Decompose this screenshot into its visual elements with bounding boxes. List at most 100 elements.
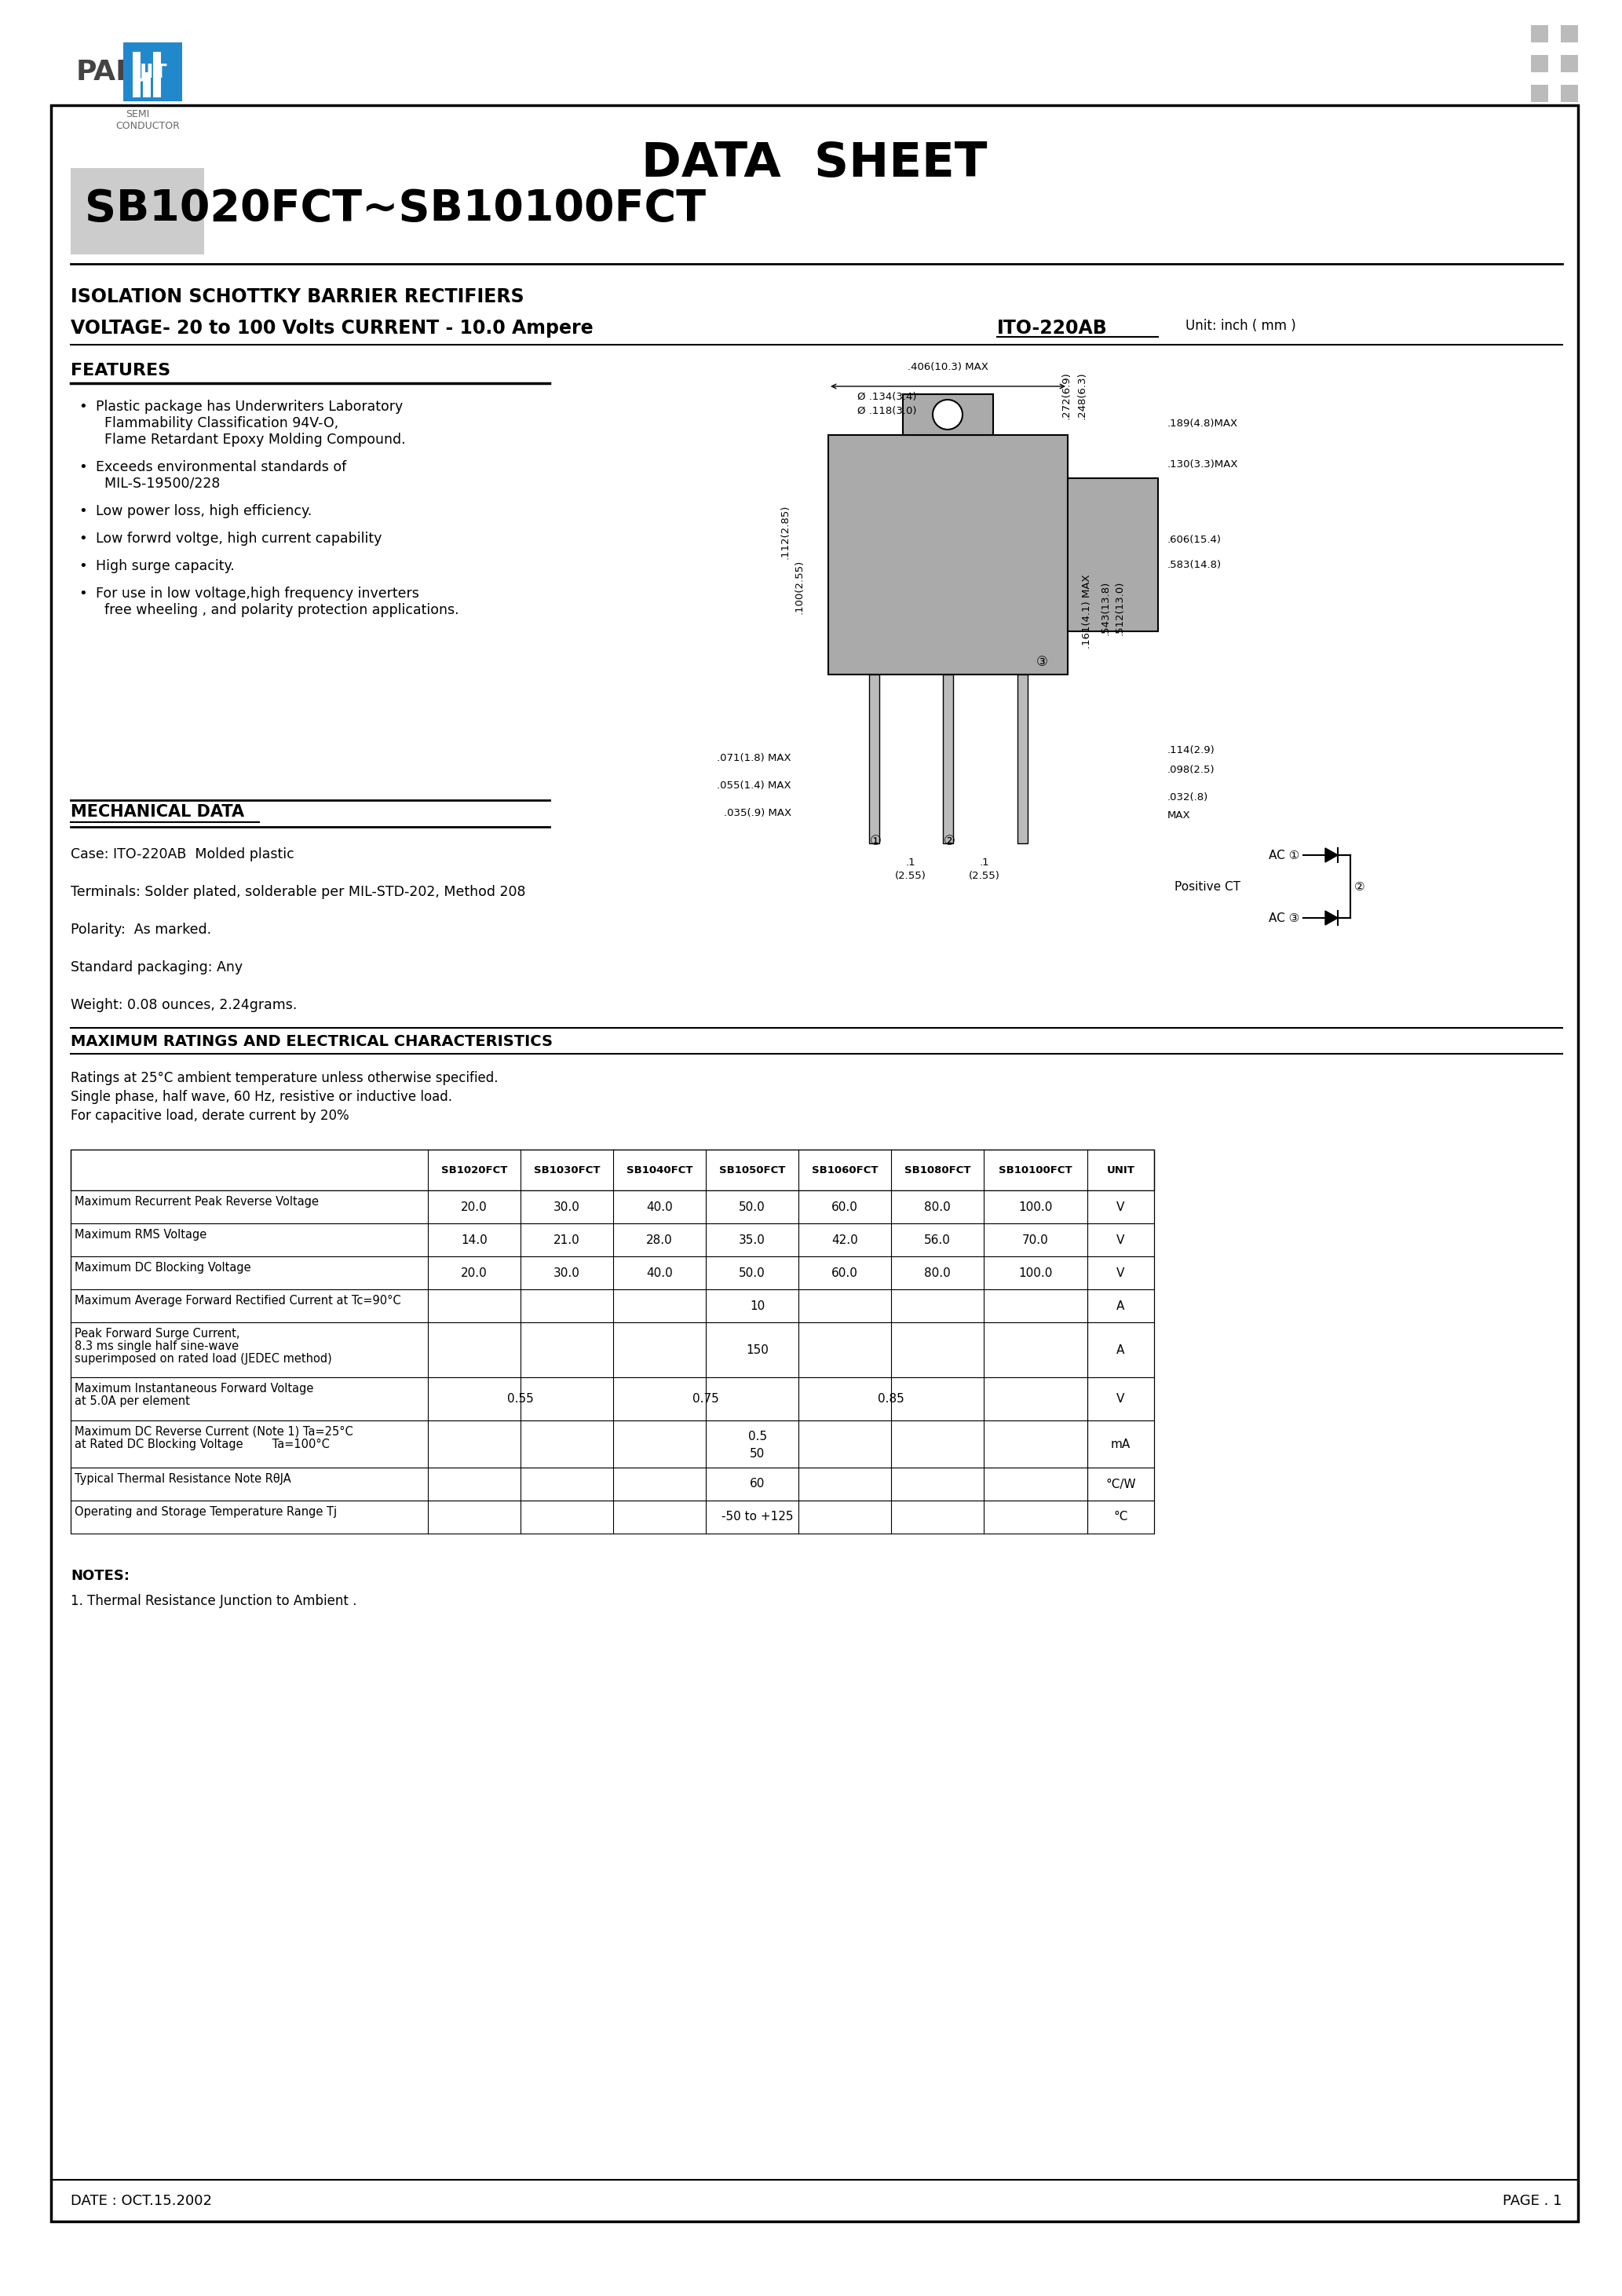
Text: FEATURES: FEATURES <box>71 363 170 379</box>
Text: V: V <box>1116 1201 1124 1212</box>
Text: 50.0: 50.0 <box>740 1267 766 1279</box>
Text: MECHANICAL DATA: MECHANICAL DATA <box>71 804 245 820</box>
Bar <box>1560 85 1578 101</box>
Text: 80.0: 80.0 <box>925 1201 950 1212</box>
Text: 30.0: 30.0 <box>553 1267 581 1279</box>
Text: ②: ② <box>1354 882 1366 893</box>
Text: V: V <box>1116 1394 1124 1405</box>
Text: .114(2.9): .114(2.9) <box>1168 746 1215 755</box>
Text: 70.0: 70.0 <box>1022 1233 1049 1247</box>
Text: superimposed on rated load (JEDEC method): superimposed on rated load (JEDEC method… <box>75 1352 333 1364</box>
Text: 35.0: 35.0 <box>738 1233 766 1247</box>
Bar <box>71 1421 1155 1467</box>
Text: .130(3.3)MAX: .130(3.3)MAX <box>1168 459 1239 471</box>
Text: AC ③: AC ③ <box>1268 912 1299 923</box>
Text: 0.85: 0.85 <box>878 1394 905 1405</box>
Bar <box>903 395 993 434</box>
Text: °C/W: °C/W <box>1106 1479 1135 1490</box>
Text: .112(2.85): .112(2.85) <box>780 505 790 558</box>
Text: (2.55): (2.55) <box>968 870 1001 882</box>
Text: 0.5: 0.5 <box>748 1430 767 1442</box>
Text: Polarity:  As marked.: Polarity: As marked. <box>71 923 211 937</box>
Text: Unit: inch ( mm ): Unit: inch ( mm ) <box>1186 319 1296 333</box>
Text: •: • <box>78 459 88 475</box>
Text: .272(6.9): .272(6.9) <box>1061 372 1072 420</box>
Circle shape <box>933 400 962 429</box>
Text: Maximum DC Blocking Voltage: Maximum DC Blocking Voltage <box>75 1263 251 1274</box>
Text: SB1040FCT: SB1040FCT <box>626 1164 693 1176</box>
Text: SB1060FCT: SB1060FCT <box>811 1164 878 1176</box>
Text: SEMI: SEMI <box>125 110 149 119</box>
Text: 0.55: 0.55 <box>508 1394 534 1405</box>
Text: Plastic package has Underwriters Laboratory: Plastic package has Underwriters Laborat… <box>96 400 402 413</box>
Bar <box>71 168 204 255</box>
Polygon shape <box>1325 912 1338 925</box>
Text: Typical Thermal Resistance Note RθJA: Typical Thermal Resistance Note RθJA <box>75 1474 290 1486</box>
Polygon shape <box>1325 847 1338 863</box>
Bar <box>71 1467 1155 1502</box>
Text: Ø .118(3.0): Ø .118(3.0) <box>856 406 916 416</box>
Text: 1. Thermal Resistance Junction to Ambient .: 1. Thermal Resistance Junction to Ambien… <box>71 1593 357 1607</box>
Bar <box>71 1150 1155 1189</box>
Bar <box>869 675 879 843</box>
Text: .035(.9) MAX: .035(.9) MAX <box>723 808 792 817</box>
Bar <box>123 41 182 101</box>
Text: .189(4.8)MAX: .189(4.8)MAX <box>1168 418 1238 429</box>
Text: SB10100FCT: SB10100FCT <box>999 1164 1072 1176</box>
Text: 10: 10 <box>749 1300 766 1311</box>
Text: PAGE . 1: PAGE . 1 <box>1504 2195 1562 2209</box>
Text: ①: ① <box>869 833 881 847</box>
Text: SB1080FCT: SB1080FCT <box>903 1164 970 1176</box>
Text: .032(.8): .032(.8) <box>1168 792 1208 804</box>
Text: A: A <box>1116 1300 1124 1311</box>
Text: NOTES:: NOTES: <box>71 1568 130 1582</box>
Text: MAX: MAX <box>1168 810 1191 820</box>
Text: 21.0: 21.0 <box>553 1233 581 1247</box>
Text: .512(13.0): .512(13.0) <box>1114 581 1126 636</box>
Text: Low forwrd voltge, high current capability: Low forwrd voltge, high current capabili… <box>96 533 381 546</box>
Text: SB1020FCT: SB1020FCT <box>441 1164 508 1176</box>
Text: •: • <box>78 585 88 602</box>
Text: DATE : OCT.15.2002: DATE : OCT.15.2002 <box>71 2195 212 2209</box>
Text: Operating and Storage Temperature Range Tj: Operating and Storage Temperature Range … <box>75 1506 337 1518</box>
Text: Maximum DC Reverse Current (Note 1) Ta=25°C: Maximum DC Reverse Current (Note 1) Ta=2… <box>75 1426 354 1437</box>
Text: Ø .134(3.4): Ø .134(3.4) <box>856 393 916 402</box>
Text: UNIT: UNIT <box>1106 1164 1135 1176</box>
Text: JIT: JIT <box>139 62 167 83</box>
Text: at Rated DC Blocking Voltage        Ta=100°C: at Rated DC Blocking Voltage Ta=100°C <box>75 1440 329 1451</box>
Text: free wheeling , and polarity protection applications.: free wheeling , and polarity protection … <box>96 604 459 618</box>
Text: .248(6.3): .248(6.3) <box>1077 372 1087 420</box>
Text: .1: .1 <box>980 856 989 868</box>
Text: A: A <box>1116 1343 1124 1355</box>
Text: VOLTAGE- 20 to 100 Volts CURRENT - 10.0 Ampere: VOLTAGE- 20 to 100 Volts CURRENT - 10.0 … <box>71 319 594 338</box>
Text: Maximum Recurrent Peak Reverse Voltage: Maximum Recurrent Peak Reverse Voltage <box>75 1196 320 1208</box>
Text: ITO-220AB: ITO-220AB <box>998 319 1108 338</box>
Bar <box>71 1224 1155 1256</box>
Text: •: • <box>78 560 88 574</box>
Text: °C: °C <box>1114 1511 1127 1522</box>
Text: 14.0: 14.0 <box>461 1233 488 1247</box>
Text: For capacitive load, derate current by 20%: For capacitive load, derate current by 2… <box>71 1109 349 1123</box>
Bar <box>152 53 161 96</box>
Text: PAN: PAN <box>76 60 139 85</box>
Bar <box>1531 55 1549 71</box>
Text: 60.0: 60.0 <box>832 1267 858 1279</box>
Text: •: • <box>78 533 88 546</box>
Text: Low power loss, high efficiency.: Low power loss, high efficiency. <box>96 505 311 519</box>
Text: 150: 150 <box>746 1343 769 1355</box>
Bar <box>71 1290 1155 1322</box>
Text: 28.0: 28.0 <box>646 1233 673 1247</box>
Text: Maximum RMS Voltage: Maximum RMS Voltage <box>75 1228 206 1240</box>
Text: Standard packaging: Any: Standard packaging: Any <box>71 960 243 974</box>
Bar <box>71 1189 1155 1224</box>
Text: .606(15.4): .606(15.4) <box>1168 535 1221 544</box>
Bar <box>1017 675 1028 843</box>
Text: 50.0: 50.0 <box>740 1201 766 1212</box>
Text: 50: 50 <box>749 1446 766 1460</box>
Text: .1: .1 <box>905 856 916 868</box>
Text: Maximum Average Forward Rectified Current at Tc=90°C: Maximum Average Forward Rectified Curren… <box>75 1295 401 1306</box>
Text: .098(2.5): .098(2.5) <box>1168 765 1215 776</box>
Bar <box>71 1502 1155 1534</box>
Text: ②: ② <box>944 833 955 847</box>
Text: Weight: 0.08 ounces, 2.24grams.: Weight: 0.08 ounces, 2.24grams. <box>71 999 297 1013</box>
